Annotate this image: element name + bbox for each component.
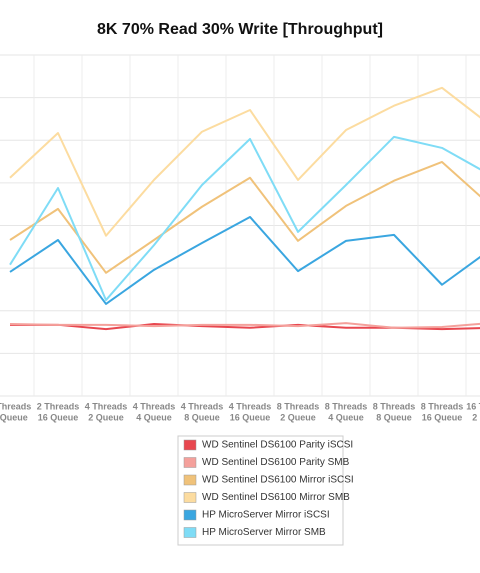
x-tick-label: 2 Queue xyxy=(472,412,480,422)
x-tick-label: 2 Threads xyxy=(0,401,31,411)
legend-swatch xyxy=(183,492,197,503)
series-line xyxy=(9,160,480,274)
x-tick-label: 4 Threads xyxy=(85,401,128,411)
x-tick-label: 4 Threads xyxy=(229,401,272,411)
legend-label: HP MicroServer Mirror iSCSI xyxy=(202,510,330,521)
legend-label: WD Sentinel DS6100 Mirror iSCSI xyxy=(202,475,354,486)
legend-swatch xyxy=(183,527,197,538)
legend-label: WD Sentinel DS6100 Mirror SMB xyxy=(202,492,350,503)
series-line xyxy=(9,215,480,305)
x-tick-label: 4 Queue xyxy=(328,412,364,422)
x-tick-label: 16 Threads xyxy=(466,401,480,411)
x-tick-label: 16 Queue xyxy=(230,412,271,422)
x-tick-label: 8 Threads xyxy=(325,401,368,411)
series-line xyxy=(9,86,480,237)
x-tick-label: 4 Threads xyxy=(133,401,176,411)
x-tick-label: 8 Threads xyxy=(277,401,320,411)
legend-swatch xyxy=(183,439,197,451)
x-tick-label: 4 Queue xyxy=(136,412,172,422)
legend-swatch xyxy=(183,457,197,468)
x-tick-label: 8 Queue xyxy=(184,412,220,422)
legend-box xyxy=(177,435,344,546)
legend-label: WD Sentinel DS6100 Parity iSCSI xyxy=(202,440,353,451)
x-tick-label: 8 Queue xyxy=(376,412,412,422)
legend-label: WD Sentinel DS6100 Parity SMB xyxy=(202,457,350,468)
series-line xyxy=(9,322,480,329)
chart-title: 8K 70% Read 30% Write [Throughput] xyxy=(97,21,383,38)
x-tick-label: 2 Threads xyxy=(37,401,80,411)
x-tick-label: 16 Queue xyxy=(422,412,463,422)
legend-swatch xyxy=(183,474,197,486)
x-tick-label: 8 Threads xyxy=(373,401,416,411)
legend-label: HP MicroServer Mirror SMB xyxy=(202,527,326,538)
x-tick-label: 16 Queue xyxy=(38,412,79,422)
x-tick-label: 8 Queue xyxy=(0,412,28,422)
x-tick-label: 2 Queue xyxy=(88,412,124,422)
x-tick-label: 4 Threads xyxy=(181,401,224,411)
series-line xyxy=(9,135,480,302)
x-tick-label: 8 Threads xyxy=(421,401,464,411)
x-tick-label: 2 Queue xyxy=(280,412,316,422)
legend-swatch xyxy=(183,509,197,521)
